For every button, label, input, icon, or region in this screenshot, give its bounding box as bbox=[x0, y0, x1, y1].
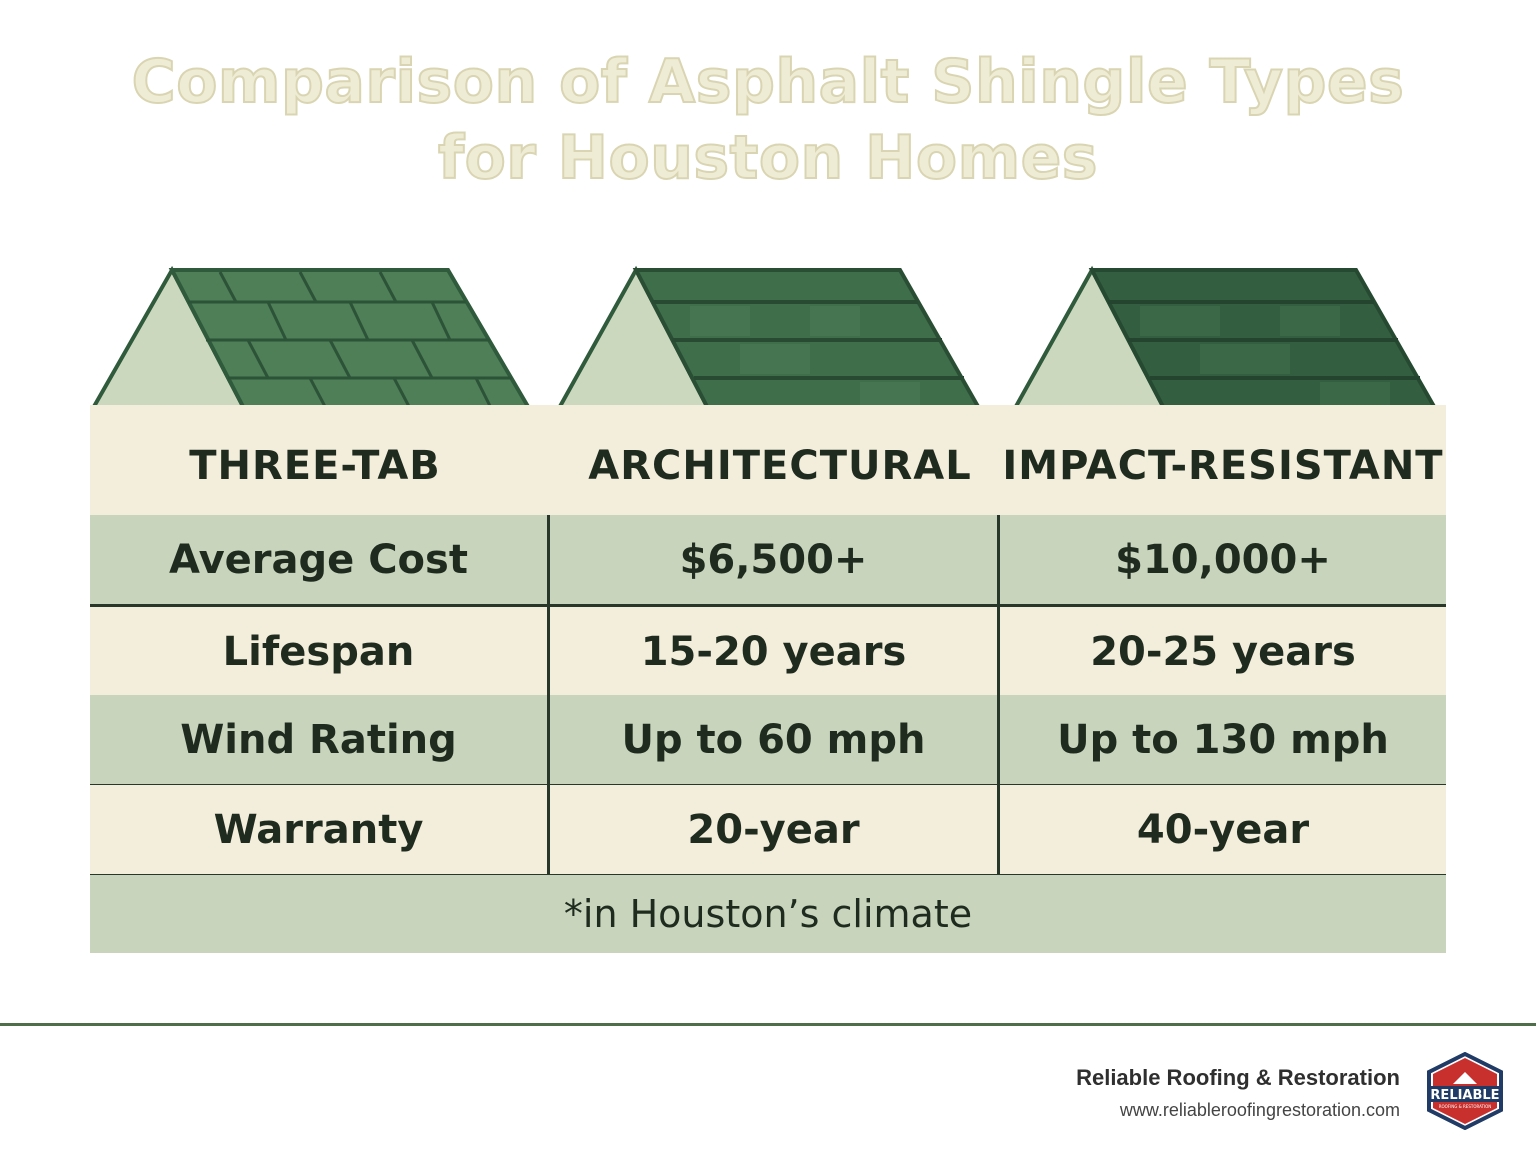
row-label: Average Cost bbox=[169, 536, 468, 583]
title-line-2: for Houston Homes bbox=[437, 122, 1099, 194]
architectural-roof-icon bbox=[556, 265, 984, 423]
row-label: Wind Rating bbox=[180, 716, 457, 763]
column-header-three-tab: THREE-TAB bbox=[189, 443, 441, 489]
impact-resistant-value: 20-25 years bbox=[997, 607, 1446, 696]
table-row: Lifespan 15-20 years 20-25 years bbox=[90, 607, 1446, 699]
architectural-value: 15-20 years bbox=[547, 607, 997, 696]
impact-resistant-value: 40-year bbox=[997, 785, 1446, 874]
logo-subtext: ROOFING & RESTORATION bbox=[1439, 1104, 1492, 1109]
table-row: Average Cost $6,500+ $10,000+ bbox=[90, 515, 1446, 607]
table-header: THREE-TAB ARCHITECTURAL IMPACT-RESISTANT bbox=[90, 405, 1446, 515]
row-label: Lifespan bbox=[222, 628, 415, 675]
brand-name: Reliable Roofing & Restoration bbox=[1076, 1065, 1400, 1090]
brand-url[interactable]: www.reliableroofingrestoration.com bbox=[1119, 1100, 1400, 1120]
table-row: Wind Rating Up to 60 mph Up to 130 mph bbox=[90, 695, 1446, 787]
impact-resistant-value: Up to 130 mph bbox=[997, 695, 1446, 784]
architectural-value: Up to 60 mph bbox=[547, 695, 997, 784]
architectural-value: 20-year bbox=[547, 785, 997, 874]
table-row: Warranty 20-year 40-year bbox=[90, 785, 1446, 877]
impact-resistant-value: $10,000+ bbox=[997, 515, 1446, 604]
footer-divider bbox=[0, 1023, 1536, 1026]
logo-text: RELIABLE bbox=[1430, 1088, 1499, 1103]
column-header-impact-resistant: IMPACT-RESISTANT bbox=[1002, 443, 1444, 489]
architectural-value: $6,500+ bbox=[547, 515, 997, 604]
footnote: *in Houston’s climate bbox=[90, 875, 1446, 953]
page-title: Comparison of Asphalt Shingle Types for … bbox=[0, 44, 1536, 196]
reliable-logo-icon: RELIABLE ROOFING & RESTORATION bbox=[1427, 1052, 1503, 1130]
column-header-architectural: ARCHITECTURAL bbox=[588, 443, 972, 489]
title-line-1: Comparison of Asphalt Shingle Types bbox=[131, 46, 1405, 118]
impact-resistant-roof-icon bbox=[1012, 265, 1440, 423]
three-tab-roof-icon bbox=[90, 265, 534, 423]
brand-block: Reliable Roofing & Restoration www.relia… bbox=[1076, 1064, 1400, 1128]
row-label: Warranty bbox=[213, 806, 424, 853]
